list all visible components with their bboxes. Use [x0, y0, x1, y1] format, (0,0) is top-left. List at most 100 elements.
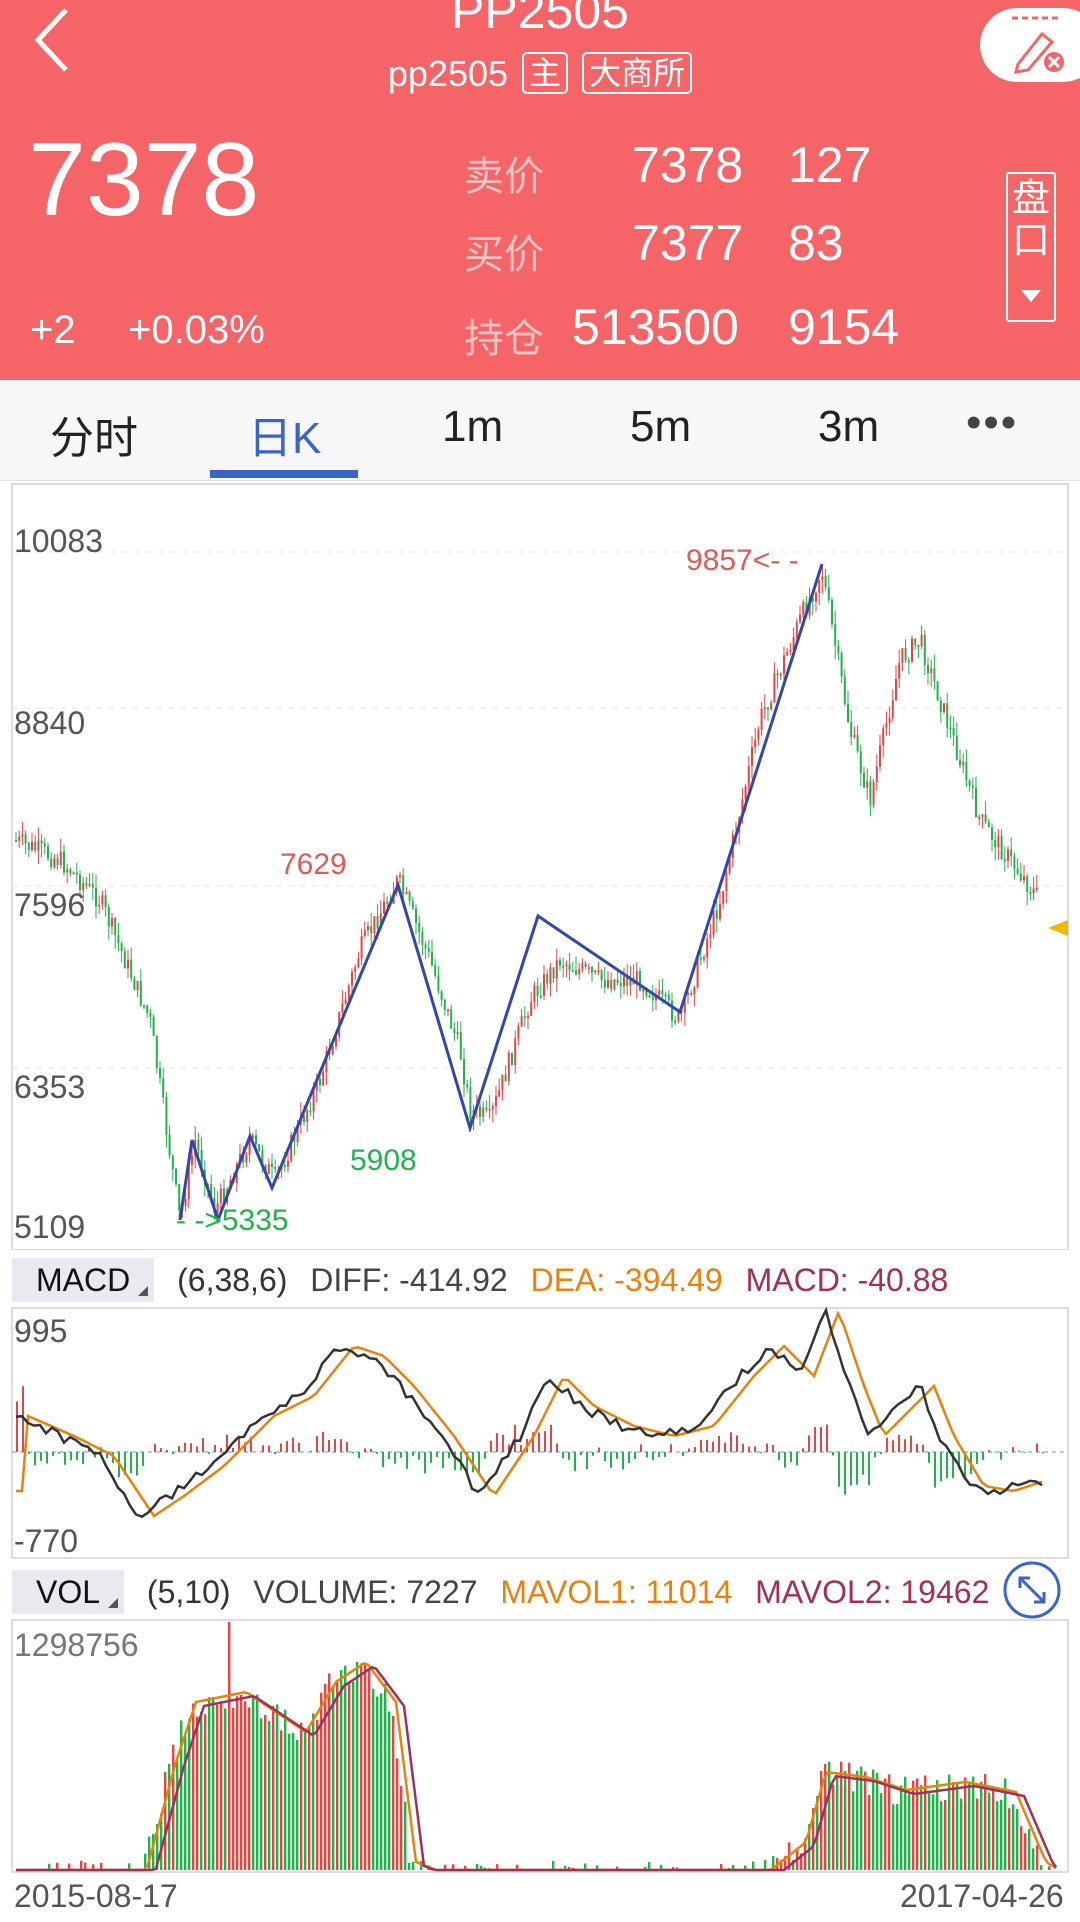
volume-bar: [880, 1793, 883, 1870]
macd-params: (6,38,6): [177, 1262, 288, 1298]
macd-indicator-selector[interactable]: MACD: [12, 1258, 155, 1302]
macd-chart[interactable]: 995 -770: [0, 1306, 1080, 1562]
volume-bar: [836, 1775, 839, 1870]
macd-bar: [778, 1452, 780, 1461]
volume-bar: [972, 1776, 975, 1870]
candle-body: [575, 970, 577, 975]
macd-bar: [250, 1436, 252, 1452]
tab-5m[interactable]: 5m: [630, 402, 692, 451]
volume-bar: [420, 1861, 423, 1870]
volume-bar: [648, 1862, 651, 1870]
candle-body: [834, 623, 837, 646]
volume-bar: [516, 1864, 519, 1870]
candle-body: [165, 1097, 168, 1135]
volume-bar: [752, 1861, 755, 1870]
candle-body: [754, 739, 757, 748]
macd-bar: [298, 1442, 300, 1452]
tab-daily-k[interactable]: 日K: [248, 414, 322, 463]
candle-body: [594, 970, 597, 973]
kline-chart[interactable]: 10083 8840 7596 6353 5109 9857<- - 7629 …: [0, 480, 1080, 1250]
vol-params: (5,10): [146, 1574, 231, 1610]
volume-bar: [920, 1785, 923, 1870]
candle-body: [200, 1150, 203, 1170]
candle-body: [456, 1032, 459, 1035]
macd-bar: [790, 1452, 792, 1462]
macd-bar: [478, 1452, 480, 1473]
candle-body: [962, 761, 965, 766]
volume-bar: [984, 1774, 987, 1870]
macd-bar: [754, 1446, 756, 1452]
candle-body: [351, 971, 353, 986]
candle-body: [821, 576, 824, 581]
macd-bar: [988, 1449, 990, 1452]
macd-bar: [802, 1448, 804, 1452]
volume-bar: [152, 1833, 155, 1870]
macd-bar: [466, 1452, 468, 1474]
volume-bar: [672, 1867, 675, 1870]
macd-bar: [130, 1452, 132, 1474]
macd-bar: [634, 1452, 636, 1459]
kline-y-label-4: 6353: [14, 1069, 85, 1105]
volume-bar: [856, 1770, 859, 1870]
candle-body: [623, 976, 625, 987]
macd-value: MACD: -40.88: [745, 1262, 949, 1298]
volume-chart[interactable]: 1298756: [0, 1618, 1080, 1874]
macd-bar: [874, 1452, 876, 1458]
macd-bar: [652, 1452, 654, 1461]
volume-bar: [800, 1853, 803, 1870]
back-icon[interactable]: [26, 2, 86, 82]
candle-body: [91, 883, 94, 888]
contract-subline: pp2505 主大商所: [0, 52, 1080, 95]
tab-1m[interactable]: 1m: [442, 402, 504, 451]
fullscreen-icon[interactable]: [1002, 1560, 1062, 1620]
more-icon[interactable]: •••: [966, 398, 1019, 447]
macd-diff-line: [15, 1306, 1043, 1519]
end-date: 2017-04-26: [900, 1878, 1064, 1914]
macd-bar: [688, 1448, 690, 1452]
macd-bar: [976, 1452, 978, 1465]
candle-body: [939, 700, 942, 713]
candle-body: [290, 1134, 293, 1161]
candle-body: [453, 1028, 456, 1034]
candle-body: [779, 673, 782, 676]
volume-bar: [860, 1766, 863, 1870]
tab-intraday[interactable]: 分时: [50, 414, 138, 463]
candle-body: [533, 985, 536, 1003]
volume-bar: [452, 1864, 455, 1870]
volume-bar: [284, 1709, 287, 1870]
volume-bar: [476, 1863, 479, 1870]
candle-body: [949, 727, 952, 730]
edit-button[interactable]: [980, 8, 1080, 82]
volume-bar: [976, 1798, 979, 1870]
macd-bar: [472, 1452, 474, 1473]
tab-3m[interactable]: 3m: [818, 402, 880, 451]
candle-body: [978, 816, 981, 819]
candle-body: [75, 872, 78, 875]
volume-bar: [888, 1774, 891, 1870]
candle-body: [520, 1016, 523, 1027]
vol-indicator-selector[interactable]: VOL: [12, 1570, 125, 1614]
candle-body: [47, 846, 49, 859]
volume-bar: [100, 1862, 103, 1870]
macd-bar: [28, 1452, 30, 1454]
candle-body: [901, 648, 904, 663]
volume-bar: [404, 1801, 407, 1870]
candle-body: [648, 995, 651, 998]
volume-bar: [164, 1771, 167, 1870]
candle-body: [495, 1096, 497, 1107]
candle-body: [715, 910, 718, 920]
candle-body: [107, 907, 110, 927]
volume-bar: [392, 1715, 395, 1870]
candle-body: [261, 1150, 264, 1166]
candle-body: [267, 1163, 270, 1174]
macd-bar: [286, 1441, 288, 1452]
volume-bar: [936, 1780, 939, 1870]
volume-bar: [84, 1862, 87, 1870]
candle-body: [408, 891, 411, 902]
candle-body: [987, 821, 990, 828]
candle-body: [792, 636, 795, 650]
macd-bar: [346, 1442, 348, 1452]
volume-bar: [988, 1792, 991, 1870]
order-book-button[interactable]: 盘口: [1006, 172, 1056, 322]
macd-bar: [712, 1441, 714, 1452]
